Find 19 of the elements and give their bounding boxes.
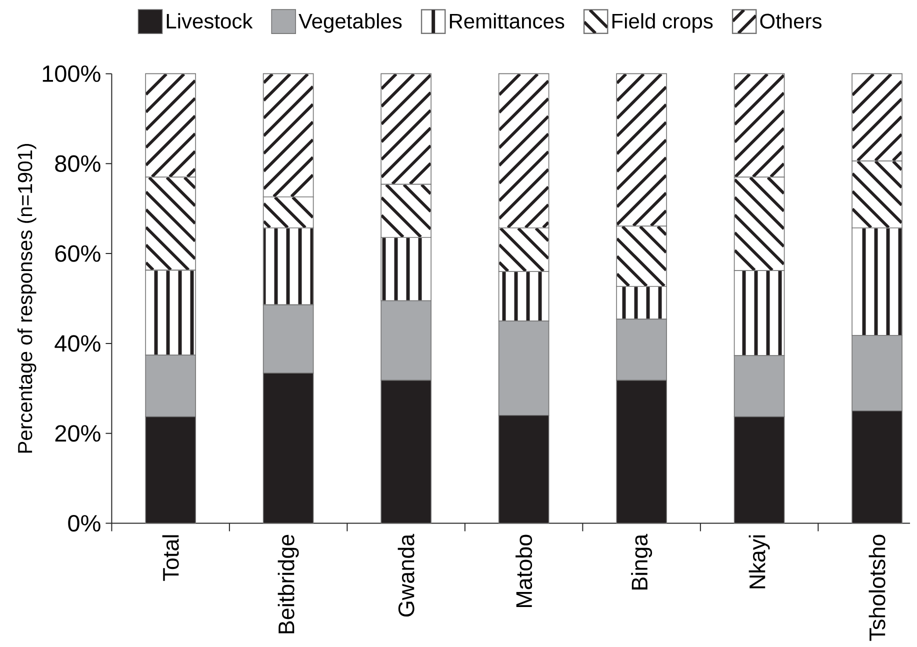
x-tick-label: Beitbridge [278, 534, 299, 634]
x-tick-label: Total [162, 535, 179, 581]
y-tick-label: 40% [54, 335, 100, 352]
x-tick-label: Nkayi [748, 535, 770, 588]
y-tick-label: 80% [55, 155, 100, 172]
x-tick-label: Tsholotsho [868, 534, 886, 641]
legend-label: Others [760, 13, 822, 29]
y-axis-title: Percentage of responses (n=1901) [17, 144, 36, 453]
y-tick-label: 0% [68, 514, 100, 532]
x-tick-label: Matobo [516, 534, 532, 608]
y-tick-label: 100% [42, 65, 100, 82]
x-tick-label: Binga [631, 534, 652, 590]
y-tick-label: 20% [55, 425, 100, 442]
y-tick-label: 60% [55, 245, 100, 262]
legend-label: Livestock [166, 13, 253, 29]
legend-label: Field crops [612, 13, 713, 33]
x-tick-label: Gwanda [398, 534, 414, 616]
legend-label: Remittances [450, 13, 564, 29]
legend-label: Vegetables [298, 13, 402, 33]
